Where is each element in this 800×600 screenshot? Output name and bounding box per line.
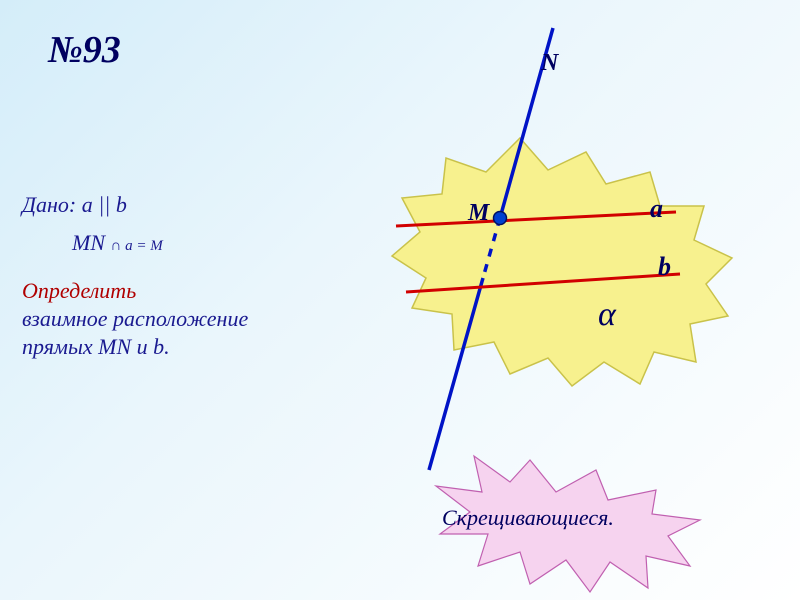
given-line2: MN ∩ a = M	[72, 230, 163, 256]
given-label-text: Дано:	[22, 192, 76, 217]
task-label: Определить	[22, 278, 136, 304]
label-n: N	[541, 50, 558, 77]
label-a: a	[650, 194, 663, 224]
label-b: b	[658, 252, 671, 282]
given-intersect: ∩ a = M	[111, 238, 163, 254]
plane-alpha	[392, 138, 732, 386]
task-line2: взаимное расположение	[22, 306, 248, 332]
task-line3: прямых MN u b.	[22, 334, 170, 360]
problem-number: №93	[48, 28, 121, 72]
label-alpha: α	[598, 296, 616, 334]
label-m: M	[468, 200, 489, 227]
given-mn: MN	[72, 230, 105, 255]
answer-text: Скрещивающиеся.	[442, 505, 614, 531]
point-m	[494, 212, 507, 225]
given-content-1: a || b	[82, 192, 127, 217]
given-line1: Дано: a || b	[22, 192, 127, 218]
